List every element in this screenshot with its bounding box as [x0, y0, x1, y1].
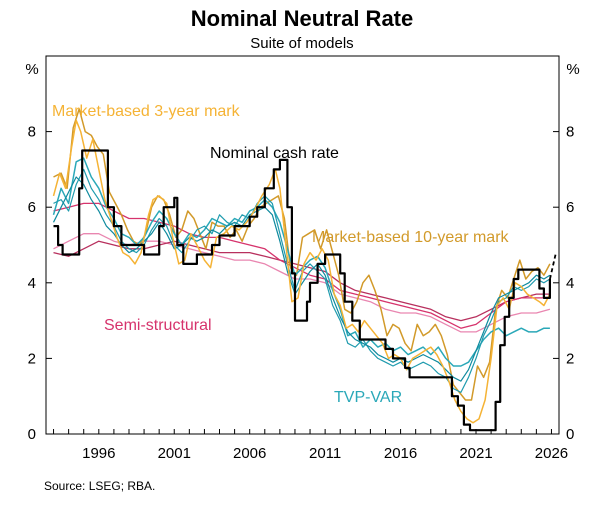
series-line-tvpvar3	[52, 176, 551, 382]
x-tick-label: 1996	[82, 445, 115, 462]
annotation-market-3yr: Market-based 3-year mark	[52, 103, 241, 120]
x-tick-label: 2001	[158, 445, 191, 462]
x-tick-label: 2016	[384, 445, 417, 462]
chart-title: Nominal Neutral Rate	[191, 6, 414, 31]
annotation-cash-rate: Nominal cash rate	[210, 145, 339, 162]
left-unit-label: %	[25, 61, 38, 78]
annotation-semi-structural: Semi-structural	[104, 317, 212, 334]
y-tick-label-left: 2	[28, 350, 36, 367]
plot-border	[45, 55, 560, 435]
y-tick-label-right: 8	[566, 124, 574, 141]
series-line-market3	[52, 119, 551, 424]
annotation-tvp-var: TVP-VAR	[334, 389, 402, 406]
annotation-market-10yr: Market-based 10-year mark	[312, 229, 510, 246]
series-line-cash	[53, 149, 551, 432]
y-tick-label-right: 0	[566, 426, 574, 443]
series-layer	[52, 108, 557, 432]
x-tick-label: 2021	[459, 445, 492, 462]
chart-subtitle: Suite of models	[250, 35, 353, 52]
series-line-tvpvar	[52, 157, 550, 367]
y-tick-label-left: 4	[28, 275, 36, 292]
y-tick-label-left: 8	[28, 124, 36, 141]
y-tick-label-right: 6	[566, 199, 574, 216]
right-unit-label: %	[566, 61, 579, 78]
y-tick-label-left: 0	[28, 426, 36, 443]
x-tick-label: 2006	[233, 445, 266, 462]
series-line-cash-forecast	[549, 252, 557, 280]
y-tick-label-right: 4	[566, 275, 574, 292]
y-tick-label-right: 2	[566, 350, 574, 367]
x-tick-label: 2011	[309, 445, 341, 462]
x-tick-label: 2026	[535, 445, 568, 462]
plot-frame	[45, 55, 560, 435]
ticks-layer: 0 0 2 2 4 4 6 6 8 8 1996 2001 2006 2011 2016 2021 2026	[28, 124, 575, 462]
y-tick-label-left: 6	[28, 199, 36, 216]
source-note: Source: LSEG; RBA.	[44, 479, 155, 493]
